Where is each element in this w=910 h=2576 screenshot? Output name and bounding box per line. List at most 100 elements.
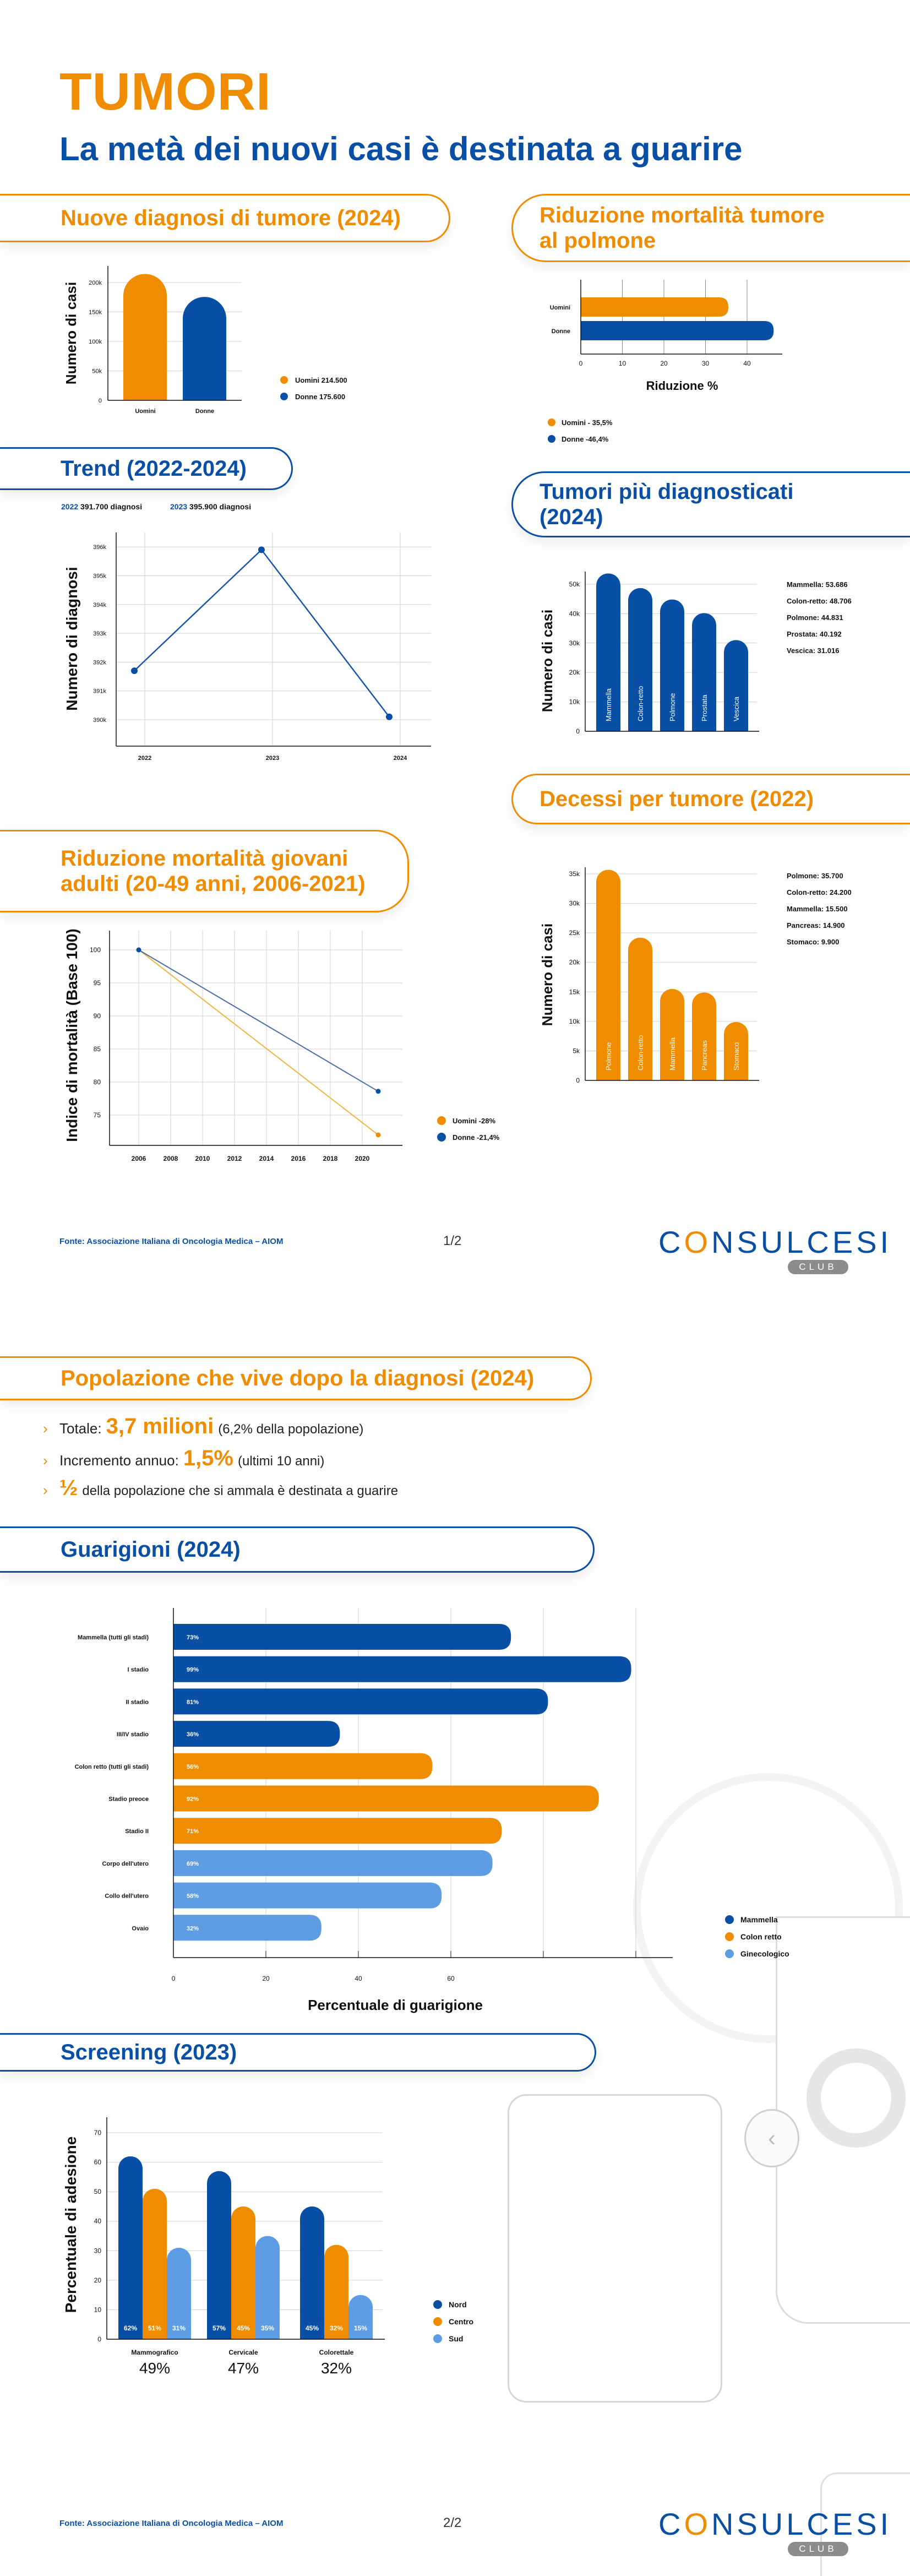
y-tick-label: 75	[94, 1111, 101, 1119]
bar-nord	[300, 2206, 324, 2339]
bar-value-label: 57%	[212, 2324, 226, 2332]
bar-inner-label: Colon-retto	[636, 1035, 645, 1070]
chevron-left-icon: ‹	[744, 2109, 799, 2167]
bar-mammella	[660, 988, 684, 1080]
data-point	[136, 947, 141, 953]
y-axis-label: Percentuale di adesione	[62, 2137, 79, 2313]
y-tick-label: 20k	[569, 669, 580, 676]
y-tick-label: 390k	[93, 717, 106, 724]
category-total: 32%	[321, 2360, 352, 2377]
y-tick-label: Ovaio	[132, 1925, 149, 1932]
legend-label: Centro	[449, 2317, 473, 2326]
summary-year: 2022	[61, 502, 79, 511]
consulcesi-logo: CONSULCESI CLUB	[658, 2509, 889, 2556]
y-tick-label: I stadio	[127, 1667, 149, 1673]
bar-sud	[348, 2295, 373, 2339]
page-number: 2/2	[443, 2515, 462, 2530]
bar-inner-label: Mammella	[668, 1037, 677, 1070]
x-tick-label: 40	[743, 360, 751, 367]
device-mockup-bottom	[820, 2472, 910, 2576]
section-title-line2: al polmone	[540, 229, 656, 253]
bar-value-label: 36%	[187, 1731, 199, 1738]
legend-dot	[433, 2317, 442, 2326]
bar-value-label: 51%	[148, 2324, 161, 2332]
bar-donne	[581, 321, 774, 340]
y-axis-label: Numero di casi	[539, 610, 555, 712]
bar-value-label: 45%	[306, 2324, 319, 2332]
y-tick-label: 35k	[569, 870, 580, 878]
section-screening: Screening (2023)	[0, 2033, 596, 2072]
section-title-line1: Riduzione mortalità giovani	[61, 846, 348, 871]
value-label: Prostata: 40.192	[787, 630, 842, 638]
bar-value-label: 56%	[187, 1764, 199, 1770]
y-axis-label: Numero di casi	[539, 923, 555, 1026]
consulcesi-logo: CONSULCESI CLUB	[658, 1227, 889, 1274]
legend-dot	[437, 1116, 446, 1125]
section-recovery: Guarigioni (2024)	[0, 1526, 595, 1573]
y-tick-label: 393k	[93, 631, 106, 637]
x-tick-label: 2012	[227, 1155, 242, 1162]
y-tick-label: Colon retto (tutti gli stadi)	[75, 1764, 149, 1770]
section-title-line1: Riduzione mortalità tumore	[540, 203, 825, 227]
y-tick-label: 396k	[93, 544, 106, 551]
bar-value-label: 15%	[354, 2324, 367, 2332]
bar-inner-label: Colon-retto	[636, 686, 645, 721]
bar-recovery	[173, 1721, 340, 1747]
y-tick-label: 95	[94, 979, 101, 987]
bar-value-label: 81%	[187, 1699, 199, 1705]
value-label: Polmone: 35.700	[787, 872, 843, 880]
bar-colon-retto	[628, 937, 653, 1080]
series-line	[138, 949, 379, 1135]
bar-value-label: 71%	[187, 1828, 199, 1835]
y-axis-label: Numero di diagnosi	[63, 567, 80, 710]
y-tick-label: 100	[90, 946, 101, 954]
x-tick-label: Mammografico	[131, 2349, 178, 2356]
section-title: Decessi per tumore (2022)	[540, 787, 814, 811]
y-tick-label: 0	[576, 1077, 580, 1084]
bar-sud	[167, 2247, 191, 2339]
bar-polmone	[660, 599, 684, 731]
value-label: Colon-retto: 24.200	[787, 888, 852, 896]
legend-dot	[548, 419, 555, 426]
bar-recovery	[173, 1688, 548, 1715]
trend-summary-2023: 2023 395.900 diagnosi	[170, 502, 251, 511]
bar-inner-label: Pancreas	[700, 1040, 709, 1070]
y-tick-label: 40k	[569, 610, 580, 617]
y-tick-label: 85	[94, 1045, 101, 1053]
legend-label: Uomini - 35,5%	[562, 419, 613, 427]
data-point-2024	[386, 713, 393, 720]
bar-donne	[183, 297, 226, 400]
y-tick-label: 391k	[93, 688, 106, 695]
value-label: Polmone: 44.831	[787, 613, 843, 622]
y-tick-label: Collo dell'utero	[105, 1893, 149, 1900]
population-item-increase: › Incremento annuo: 1,5% (ultimi 10 anni)	[43, 1446, 324, 1471]
legend-label: Colon retto	[740, 1932, 782, 1941]
bar-vescica	[724, 640, 748, 731]
y-tick-label: 90	[94, 1012, 101, 1020]
bar-recovery	[173, 1818, 502, 1844]
data-point	[375, 1132, 381, 1138]
bar-uomini	[123, 274, 167, 400]
bar-recovery	[173, 1785, 599, 1812]
y-tick-label: 70	[94, 2129, 102, 2137]
y-tick-label: 0	[576, 727, 580, 735]
x-tick-label: 2016	[291, 1155, 306, 1162]
x-tick-label: 2023	[266, 755, 279, 762]
y-tick-label: 392k	[93, 659, 106, 666]
x-tick-label: 30	[702, 360, 710, 367]
bar-value-label: 73%	[187, 1634, 199, 1641]
x-tick-label: 2020	[355, 1155, 370, 1162]
item-post: (ultimi 10 anni)	[237, 1454, 325, 1469]
bar-inner-label: Stomaco	[732, 1042, 740, 1070]
x-tick-label: 2006	[132, 1155, 146, 1162]
x-tick-label: 2024	[394, 755, 407, 762]
source-note: Fonte: Associazione Italiana di Oncologi…	[59, 1237, 284, 1246]
bar-value-label: 45%	[237, 2324, 250, 2332]
section-title: Nuove diagnosi di tumore (2024)	[61, 206, 401, 230]
y-tick-label: 30	[94, 2247, 102, 2254]
y-tick-label: 200k	[89, 280, 102, 286]
y-tick-label: 0	[99, 398, 102, 404]
y-tick-label: 394k	[93, 602, 106, 608]
legend-dot	[280, 393, 288, 400]
legend-dot	[433, 2300, 442, 2309]
